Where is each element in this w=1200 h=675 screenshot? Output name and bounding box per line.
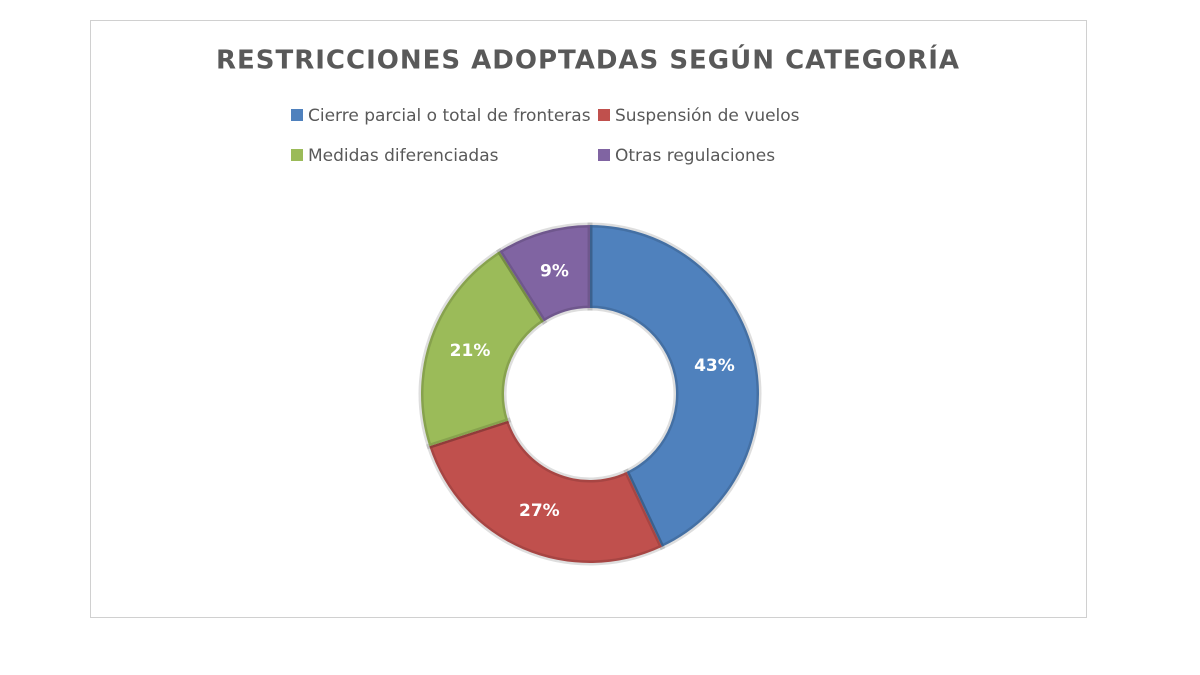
donut-slice bbox=[495, 222, 593, 325]
legend-label: Medidas diferenciadas bbox=[308, 146, 499, 166]
legend-swatch bbox=[291, 109, 303, 121]
legend-label: Cierre parcial o total de fronteras bbox=[308, 106, 591, 126]
donut-slice bbox=[418, 247, 548, 450]
legend-swatch bbox=[598, 109, 610, 121]
legend-swatch bbox=[598, 149, 610, 161]
legend-label: Suspensión de vuelos bbox=[615, 106, 800, 126]
data-label: 27% bbox=[519, 501, 560, 521]
data-label: 9% bbox=[540, 262, 569, 282]
data-label: 43% bbox=[694, 356, 735, 376]
legend-label: Otras regulaciones bbox=[615, 146, 775, 166]
data-label: 21% bbox=[450, 341, 491, 361]
chart-title: RESTRICCIONES ADOPTADAS SEGÚN CATEGORÍA bbox=[216, 44, 960, 76]
donut-slice bbox=[587, 222, 762, 551]
legend-swatch bbox=[291, 149, 303, 161]
donut-slice bbox=[426, 417, 666, 566]
